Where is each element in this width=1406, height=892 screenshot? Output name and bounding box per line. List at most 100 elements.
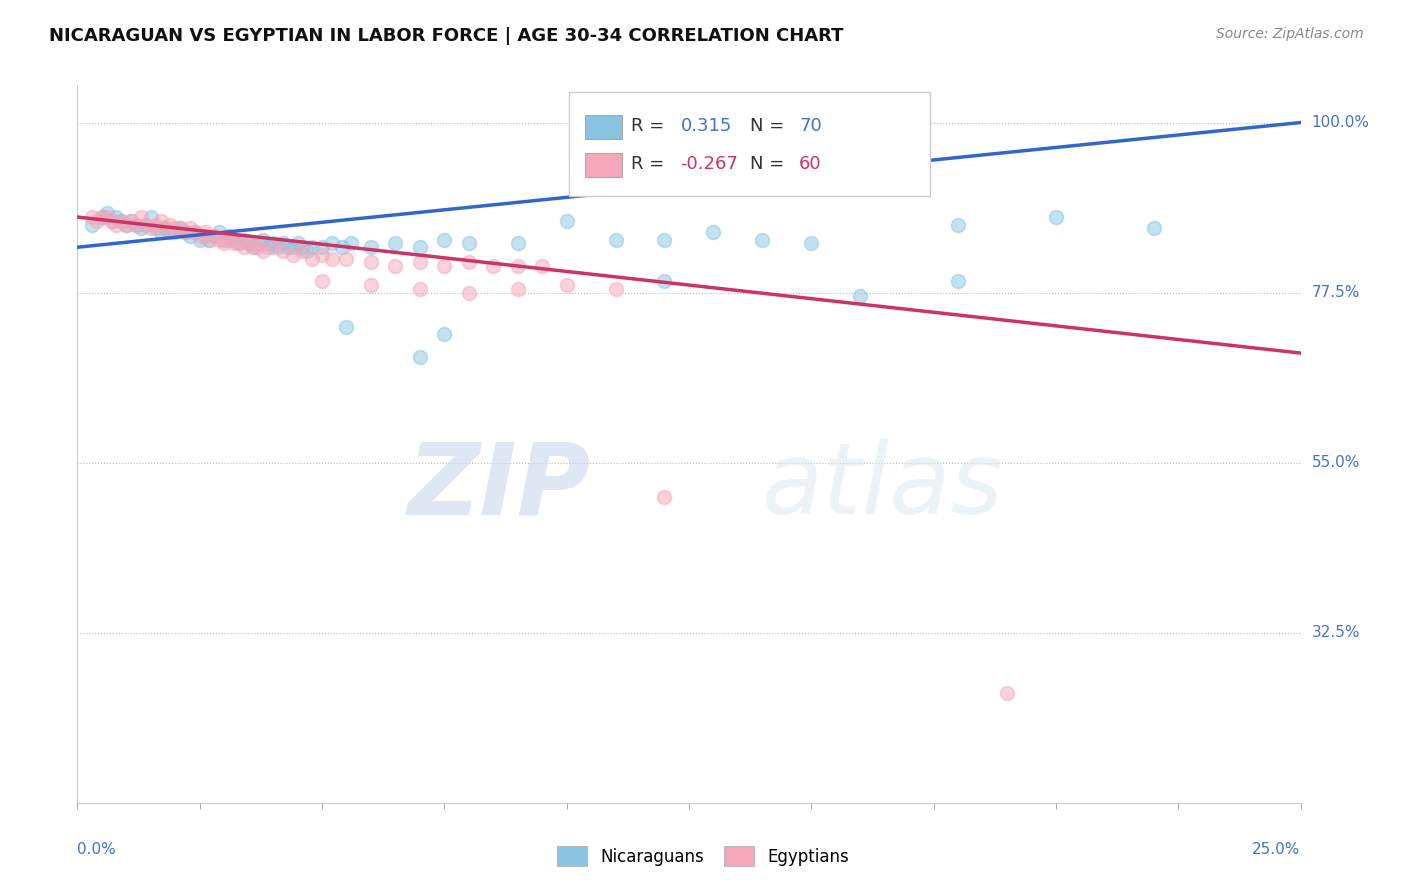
Point — [321, 236, 343, 251]
Point — [208, 233, 231, 247]
Point — [165, 225, 187, 239]
Point — [184, 225, 207, 239]
Point — [218, 228, 240, 243]
Point — [125, 218, 148, 232]
Point — [271, 236, 294, 251]
Point — [212, 236, 235, 251]
Point — [252, 244, 274, 258]
Point — [555, 278, 578, 293]
Point — [202, 228, 225, 243]
Point — [110, 214, 132, 228]
Point — [120, 214, 142, 228]
Point — [242, 240, 264, 254]
Point — [165, 221, 187, 235]
Point — [360, 240, 382, 254]
Point — [506, 259, 529, 273]
Text: 0.0%: 0.0% — [77, 842, 117, 856]
Point — [457, 255, 479, 269]
Point — [238, 236, 260, 251]
Point — [155, 221, 177, 235]
Point — [129, 210, 152, 224]
Point — [457, 285, 479, 300]
Point — [506, 236, 529, 251]
Point — [149, 214, 172, 228]
Point — [605, 233, 627, 247]
Point — [188, 228, 211, 243]
Point — [384, 259, 406, 273]
Text: N =: N = — [751, 117, 790, 135]
Point — [409, 240, 432, 254]
Point — [90, 210, 112, 224]
Point — [297, 244, 319, 258]
Text: 55.0%: 55.0% — [1312, 455, 1360, 470]
Text: 0.315: 0.315 — [681, 117, 731, 135]
Point — [228, 236, 250, 251]
Point — [242, 240, 264, 254]
Point — [340, 236, 363, 251]
Point — [155, 221, 177, 235]
Point — [281, 248, 304, 262]
Legend: Nicaraguans, Egyptians: Nicaraguans, Egyptians — [550, 839, 856, 873]
Point — [301, 252, 323, 266]
Text: 25.0%: 25.0% — [1253, 842, 1301, 856]
Point — [262, 236, 284, 251]
Point — [654, 274, 676, 288]
Point — [105, 210, 128, 224]
Point — [149, 225, 172, 239]
Point — [360, 255, 382, 269]
Point — [179, 221, 201, 235]
Point — [1045, 210, 1067, 224]
Point — [232, 240, 254, 254]
Point — [115, 218, 138, 232]
Point — [457, 236, 479, 251]
Point — [555, 214, 578, 228]
Point — [188, 233, 211, 247]
Point — [169, 221, 191, 235]
Bar — [585, 153, 621, 177]
Point — [257, 240, 280, 254]
Bar — [585, 115, 621, 138]
Point — [222, 233, 245, 247]
Point — [335, 319, 357, 334]
Point — [100, 214, 122, 228]
Point — [360, 278, 382, 293]
Point — [218, 233, 240, 247]
Point — [238, 236, 260, 251]
Point — [100, 214, 122, 228]
Point — [139, 210, 162, 224]
Point — [946, 218, 969, 232]
Point — [247, 236, 270, 251]
Point — [198, 233, 221, 247]
Text: R =: R = — [631, 117, 671, 135]
Text: atlas: atlas — [762, 438, 1004, 535]
Point — [198, 233, 221, 247]
Point — [311, 240, 333, 254]
Point — [301, 240, 323, 254]
Point — [139, 221, 162, 235]
Point — [702, 225, 724, 239]
Point — [228, 236, 250, 251]
Point — [482, 259, 505, 273]
Point — [120, 214, 142, 228]
Point — [433, 233, 456, 247]
Point — [531, 259, 554, 273]
Point — [174, 225, 197, 239]
Point — [110, 214, 132, 228]
Point — [267, 240, 290, 254]
Point — [654, 490, 676, 504]
Point — [193, 225, 215, 239]
Text: 32.5%: 32.5% — [1312, 625, 1360, 640]
Point — [946, 274, 969, 288]
Point — [1143, 221, 1166, 235]
Point — [335, 252, 357, 266]
Point — [277, 240, 299, 254]
Point — [135, 218, 157, 232]
Point — [409, 350, 432, 364]
Point — [654, 233, 676, 247]
Point — [409, 255, 432, 269]
Text: R =: R = — [631, 154, 671, 173]
Point — [247, 240, 270, 254]
Point — [433, 327, 456, 342]
Point — [105, 218, 128, 232]
Point — [208, 225, 231, 239]
